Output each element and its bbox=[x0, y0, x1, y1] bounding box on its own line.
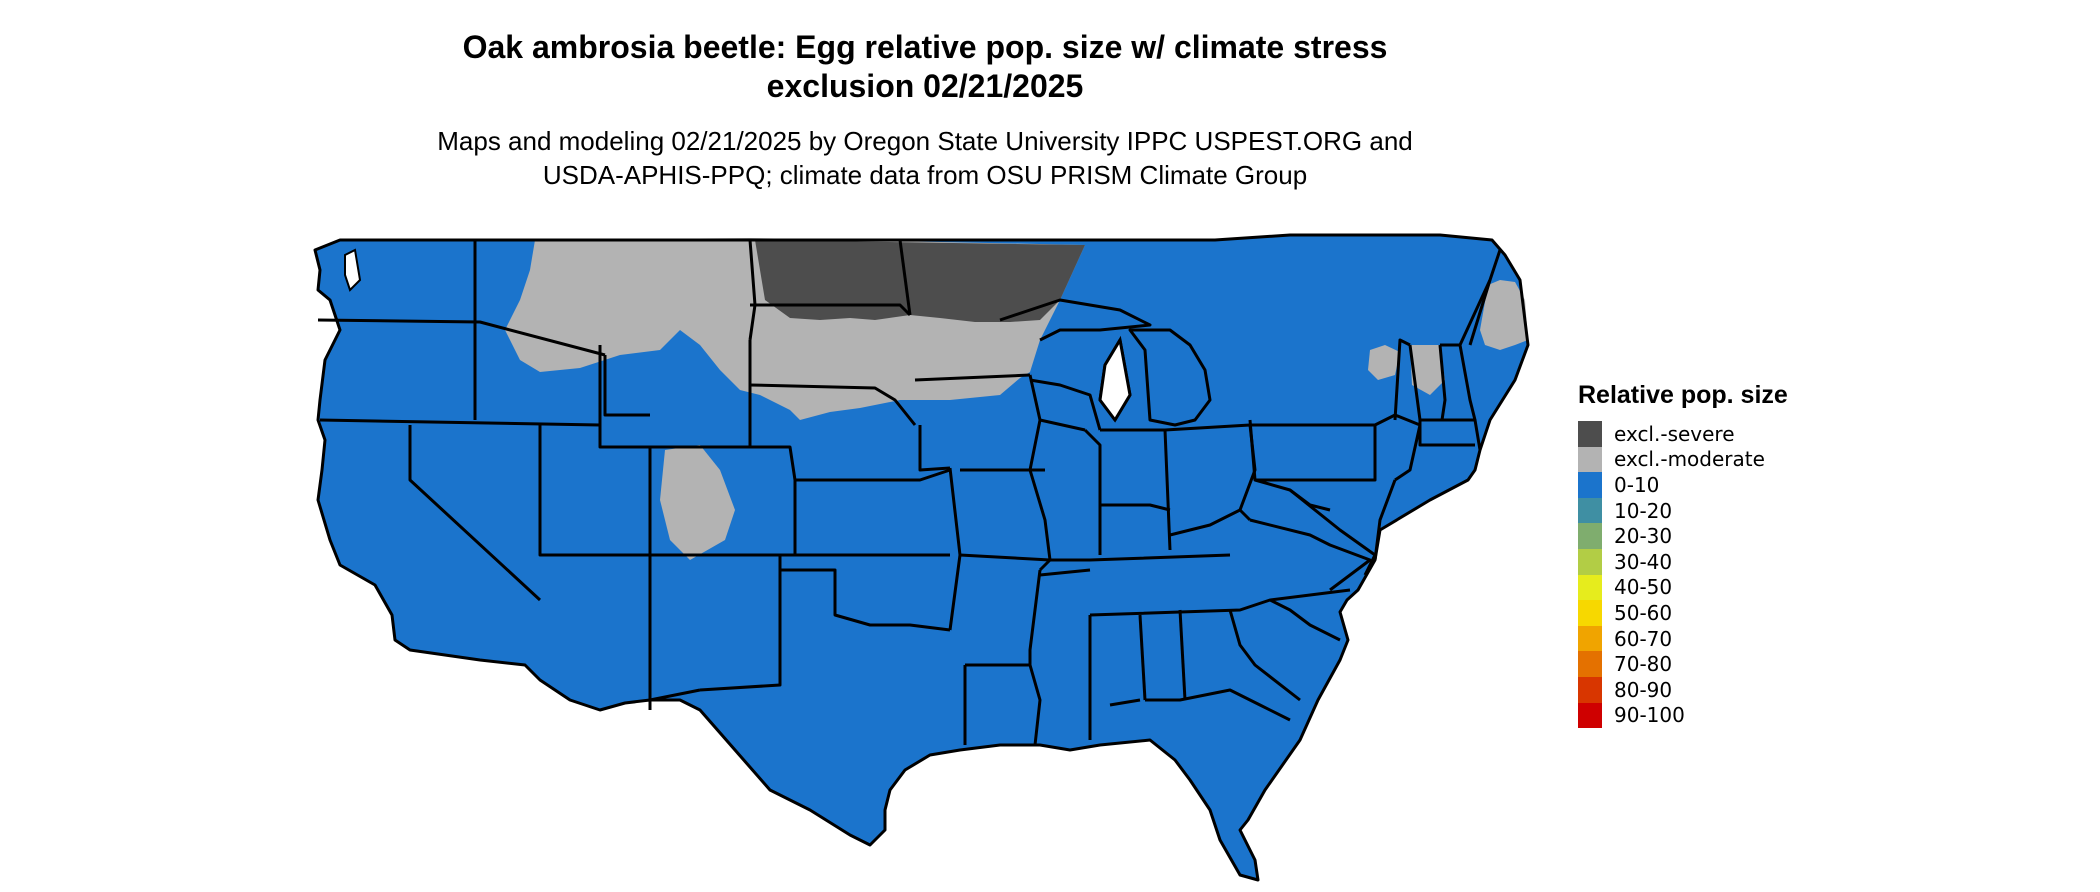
legend-swatch bbox=[1578, 651, 1602, 677]
legend-label: 80-90 bbox=[1614, 677, 1673, 702]
map-subtitle-line1: Maps and modeling 02/21/2025 by Oregon S… bbox=[437, 126, 1413, 156]
legend-swatch bbox=[1578, 625, 1602, 652]
legend-item: 20-30 bbox=[1578, 523, 1788, 549]
map-title-line1: Oak ambrosia beetle: Egg relative pop. s… bbox=[462, 29, 1388, 65]
legend-item: 70-80 bbox=[1578, 651, 1788, 677]
legend-swatch bbox=[1578, 548, 1602, 575]
legend-item: excl.-severe bbox=[1578, 421, 1788, 447]
legend-item: 0-10 bbox=[1578, 472, 1788, 498]
legend-item: 10-20 bbox=[1578, 497, 1788, 524]
legend-swatch bbox=[1578, 676, 1602, 703]
legend-item: 30-40 bbox=[1578, 548, 1788, 575]
us-land bbox=[315, 235, 1528, 880]
legend-swatch bbox=[1578, 600, 1602, 626]
legend-label: 20-30 bbox=[1614, 524, 1673, 549]
legend-items: excl.-severe excl.-moderate 0-10 10-20 20-30… bbox=[1578, 421, 1788, 729]
legend-label: excl.-moderate bbox=[1614, 447, 1765, 472]
legend-label: 30-40 bbox=[1614, 549, 1673, 574]
legend-label: 60-70 bbox=[1614, 626, 1673, 651]
legend-item: 40-50 bbox=[1578, 574, 1788, 601]
puget-sound bbox=[344, 248, 362, 292]
lake-michigan bbox=[1098, 335, 1132, 423]
legend-label: 0-10 bbox=[1614, 472, 1660, 497]
map-subtitle: Maps and modeling 02/21/2025 by Oregon S… bbox=[375, 124, 1475, 192]
legend-title: Relative pop. size bbox=[1578, 381, 1788, 409]
legend-label: 90-100 bbox=[1614, 703, 1685, 728]
excl-moderate-colorado bbox=[660, 445, 735, 560]
legend-swatch bbox=[1578, 446, 1602, 473]
excl-severe-area bbox=[755, 240, 1085, 322]
excl-moderate-ny bbox=[1368, 345, 1400, 380]
legend-item: 80-90 bbox=[1578, 676, 1788, 703]
excl-moderate-nh-maine bbox=[1480, 280, 1528, 350]
legend-item: 90-100 bbox=[1578, 702, 1788, 729]
legend-swatch bbox=[1578, 523, 1602, 549]
map-subtitle-line2: USDA-APHIS-PPQ; climate data from OSU PR… bbox=[542, 160, 1308, 190]
map-title-line2: exclusion 02/21/2025 bbox=[766, 68, 1084, 104]
legend-swatch bbox=[1578, 421, 1602, 447]
legend-item: 50-60 bbox=[1578, 600, 1788, 626]
legend-label: 70-80 bbox=[1614, 652, 1673, 677]
legend-label: excl.-severe bbox=[1614, 421, 1735, 446]
legend-swatch bbox=[1578, 574, 1602, 601]
legend-label: 10-20 bbox=[1614, 498, 1673, 523]
legend-swatch bbox=[1578, 472, 1602, 498]
legend: Relative pop. size excl.-severe excl.-mod… bbox=[1578, 380, 1788, 729]
map-title: Oak ambrosia beetle: Egg relative pop. s… bbox=[425, 28, 1425, 106]
excl-moderate-vermont bbox=[1410, 345, 1445, 395]
legend-item: 60-70 bbox=[1578, 625, 1788, 652]
legend-label: 40-50 bbox=[1614, 575, 1673, 600]
legend-swatch bbox=[1578, 497, 1602, 524]
legend-item: excl.-moderate bbox=[1578, 446, 1788, 473]
legend-swatch bbox=[1578, 702, 1602, 729]
legend-label: 50-60 bbox=[1614, 600, 1673, 625]
